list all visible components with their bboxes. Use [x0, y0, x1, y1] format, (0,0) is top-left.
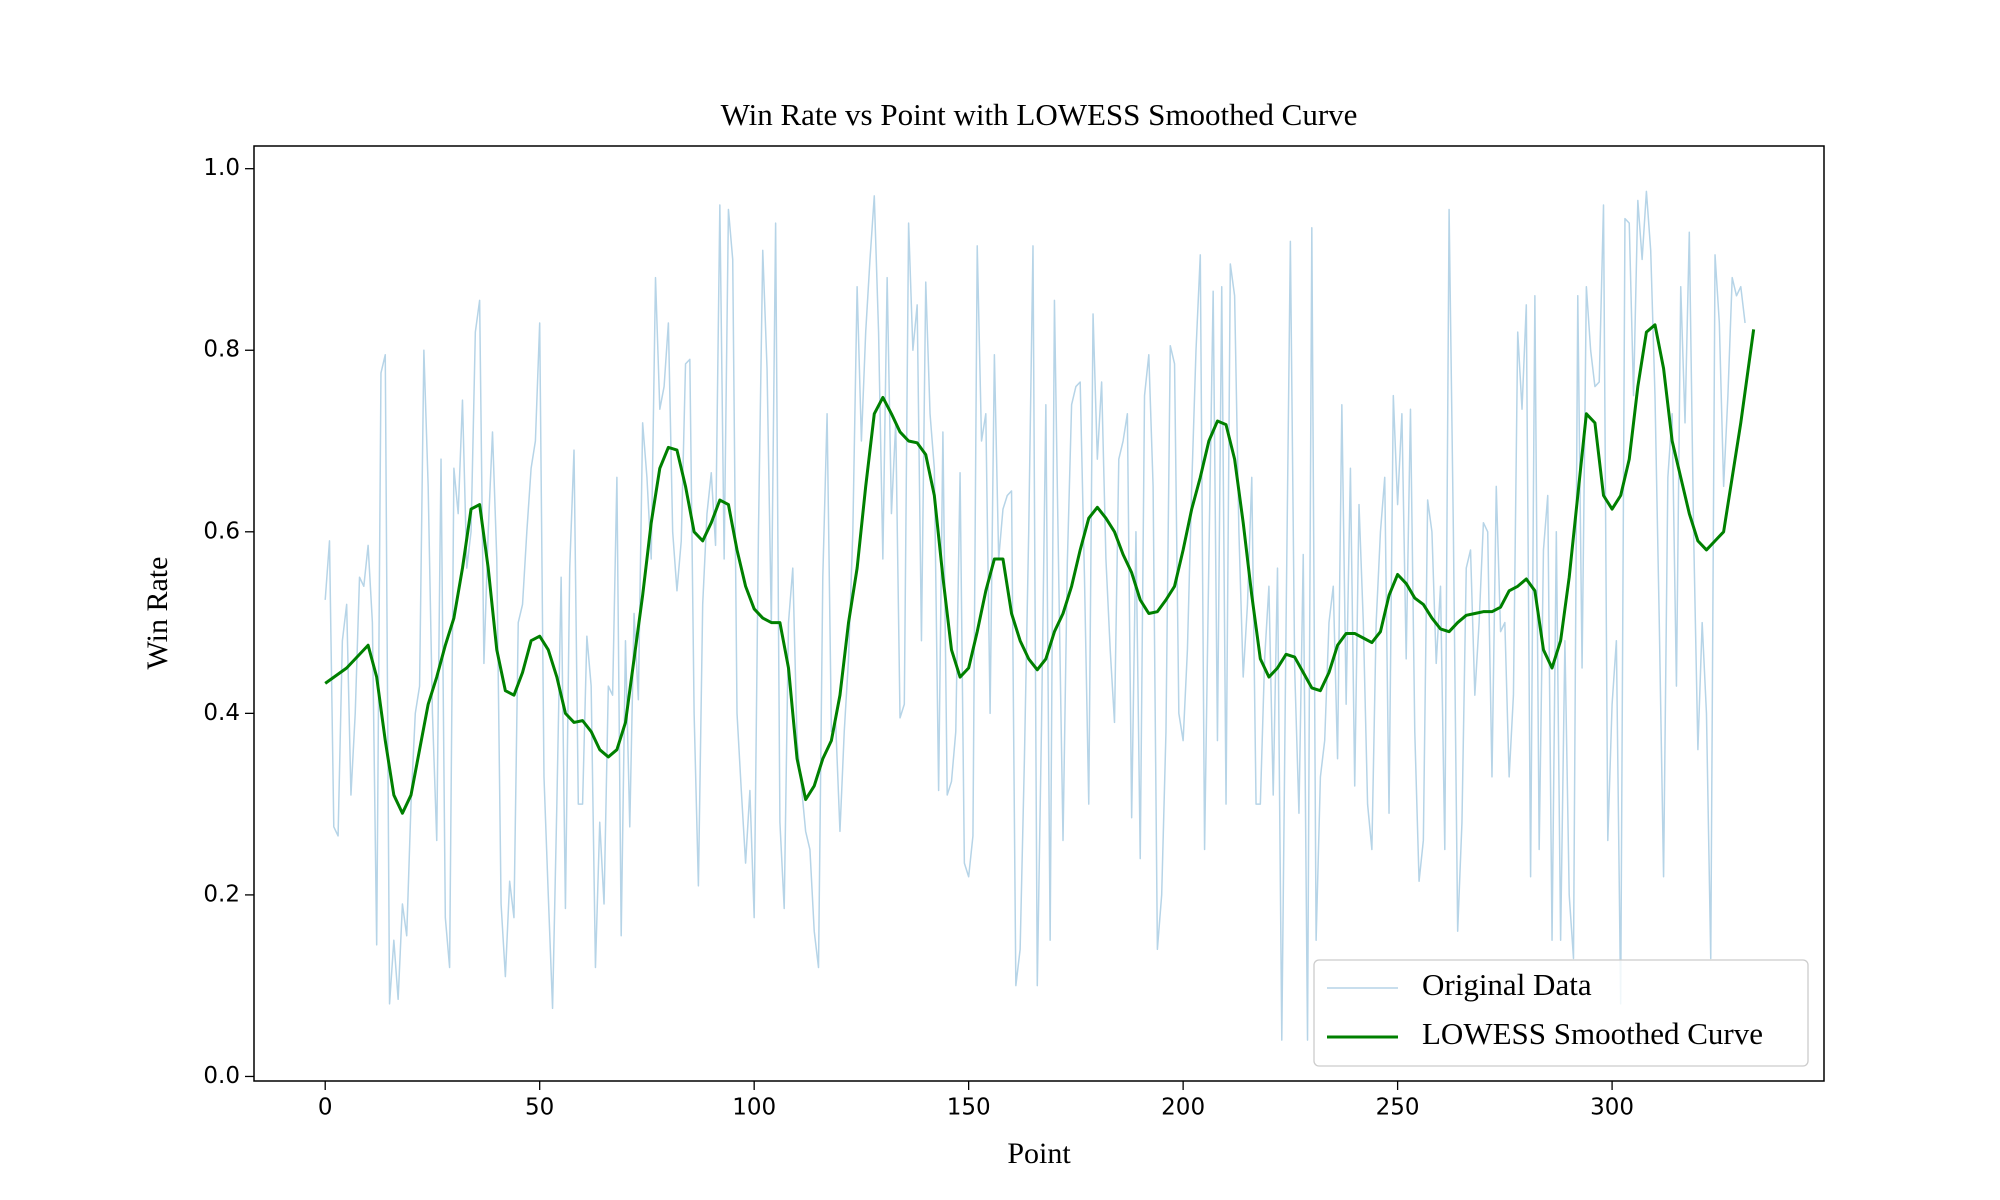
- y-axis-label: Win Rate: [141, 557, 174, 670]
- y-tick-label: 0.8: [203, 337, 240, 363]
- x-tick-label: 250: [1376, 1095, 1420, 1121]
- legend-label: Original Data: [1422, 967, 1592, 1002]
- chart-title: Win Rate vs Point with LOWESS Smoothed C…: [721, 97, 1358, 132]
- data-line: [324, 323, 1756, 815]
- legend-label: LOWESS Smoothed Curve: [1422, 1016, 1763, 1051]
- plot-area: 0 50 100 150 200 250 300 0.0 0.2 0.4 0.6 0.8 1.0 Orig…: [203, 145, 1825, 1121]
- x-tick-label: 200: [1161, 1095, 1205, 1121]
- y-tick-label: 0.6: [203, 518, 240, 544]
- x-tick-label: 0: [318, 1095, 333, 1121]
- legend: Original Data LOWESS Smoothed Curve: [1313, 959, 1809, 1067]
- data-line: [324, 190, 1746, 1041]
- y-tick-label: 0.4: [203, 700, 240, 726]
- series-group: [324, 190, 1756, 1041]
- y-tick-label: 1.0: [203, 155, 240, 181]
- y-tick-label: 0.2: [203, 881, 240, 907]
- x-tick-label: 50: [525, 1095, 554, 1121]
- x-tick-label: 100: [732, 1095, 776, 1121]
- y-tick-label: 0.0: [203, 1063, 240, 1089]
- x-tick-label: 150: [947, 1095, 991, 1121]
- plot-frame: [253, 145, 1825, 1082]
- x-tick-label: 300: [1590, 1095, 1634, 1121]
- x-axis-label: Point: [1007, 1137, 1071, 1170]
- legend-box: [1313, 959, 1809, 1067]
